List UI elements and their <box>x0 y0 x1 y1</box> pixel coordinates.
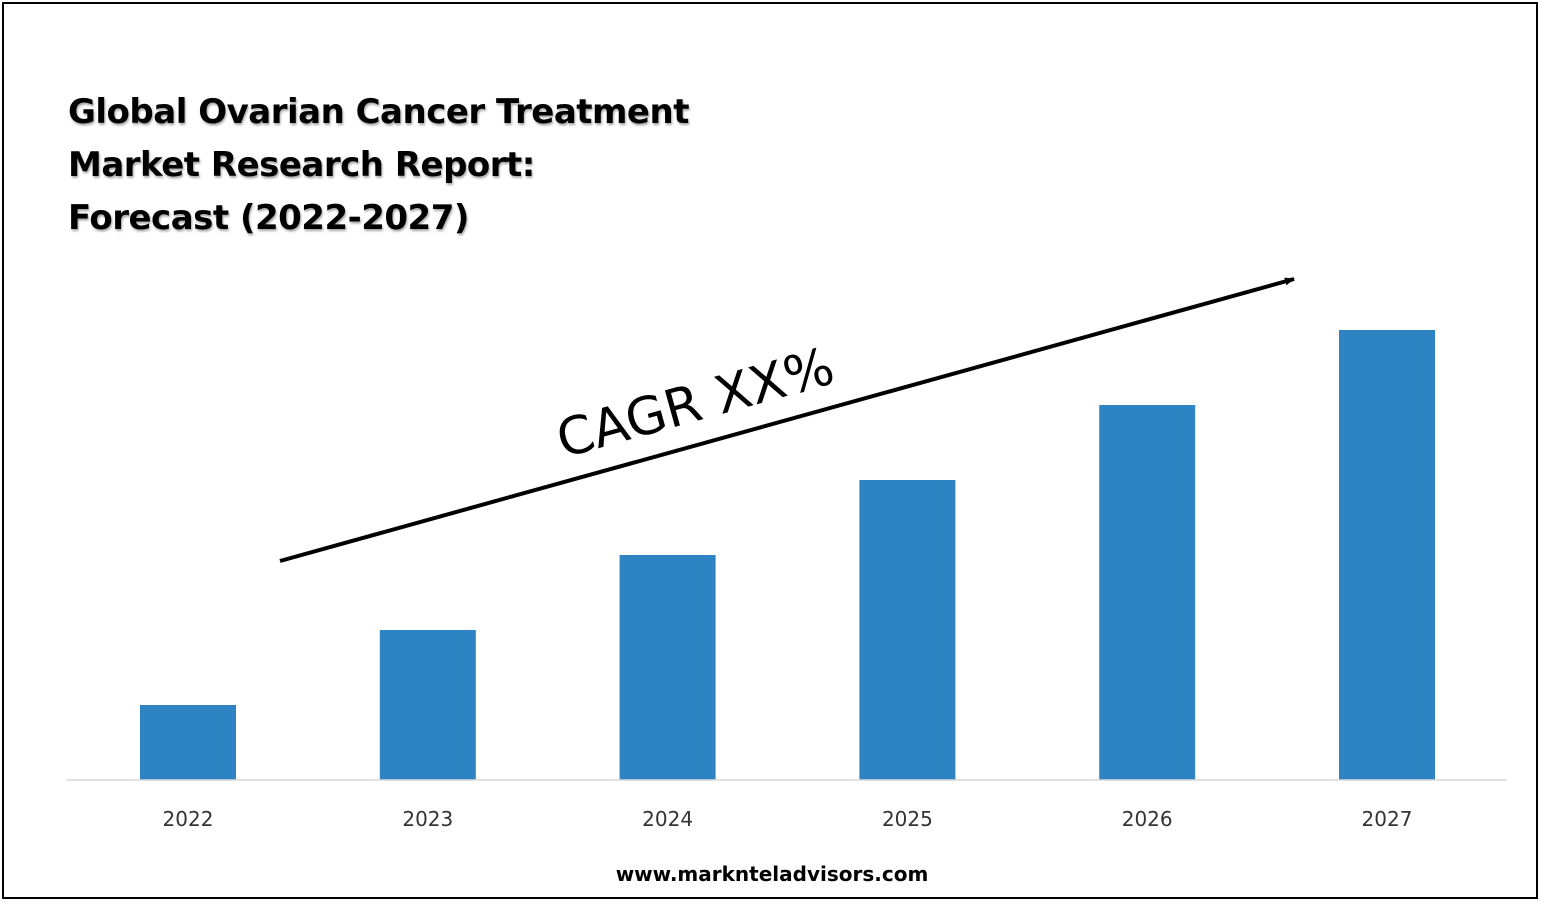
title-line-1: Global Ovarian Cancer Treatment <box>68 92 689 132</box>
cagr-annotation: CAGR XX% <box>550 337 840 471</box>
x-tick-labels: 2022 2023 2024 2025 2026 2027 <box>163 807 1413 831</box>
title-line-3: Forecast (2022-2027) <box>68 198 469 238</box>
bar-2022 <box>140 705 236 780</box>
bar-2024 <box>619 555 716 780</box>
bars-group <box>140 330 1435 780</box>
x-tick-label-2023: 2023 <box>402 807 453 831</box>
title-line-2: Market Research Report: <box>68 145 535 185</box>
x-tick-label-2022: 2022 <box>163 807 214 831</box>
x-tick-label-2027: 2027 <box>1362 807 1413 831</box>
bar-2023 <box>379 630 476 780</box>
bar-2026 <box>1099 405 1196 780</box>
x-tick-label-2024: 2024 <box>642 807 693 831</box>
trend-arrow <box>279 277 1295 563</box>
chart-title: Global Ovarian Cancer Treatment Market R… <box>68 86 689 245</box>
bar-2027 <box>1339 330 1435 780</box>
x-tick-label-2025: 2025 <box>882 807 933 831</box>
footer-url: www.marknteladvisors.com <box>615 862 929 886</box>
bar-2025 <box>859 480 956 780</box>
x-tick-label-2026: 2026 <box>1122 807 1173 831</box>
